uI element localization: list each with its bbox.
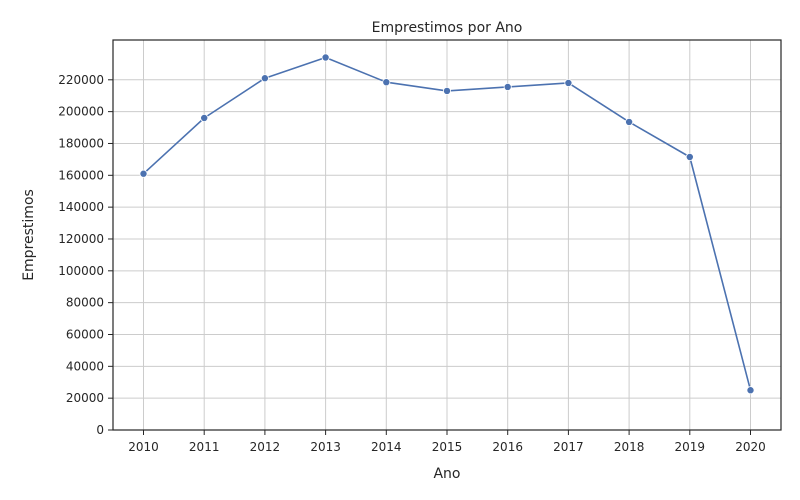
y-tick-label: 160000 <box>58 168 104 182</box>
y-tick-label: 120000 <box>58 232 104 246</box>
y-tick-label: 200000 <box>58 105 104 119</box>
data-point <box>139 169 148 178</box>
data-point <box>321 53 330 62</box>
x-tick-label: 2013 <box>310 440 341 454</box>
data-point <box>746 386 755 395</box>
data-point <box>503 82 512 91</box>
x-tick-label: 2010 <box>128 440 159 454</box>
x-tick-label: 2017 <box>553 440 584 454</box>
data-point <box>685 152 694 161</box>
y-tick-label: 100000 <box>58 264 104 278</box>
x-tick-label: 2020 <box>735 440 766 454</box>
x-tick-label: 2016 <box>492 440 523 454</box>
y-tick-label: 140000 <box>58 200 104 214</box>
x-tick-label: 2019 <box>675 440 706 454</box>
x-tick-label: 2011 <box>189 440 220 454</box>
data-point <box>625 117 634 126</box>
data-point <box>564 78 573 87</box>
series-layer <box>139 53 755 395</box>
y-tick-label: 40000 <box>66 359 104 373</box>
data-point <box>382 78 391 87</box>
data-point <box>442 86 451 95</box>
axis-layer: 2010 2011 2012 2013 2014 2015 2016 2017 2018 2019… <box>58 73 766 454</box>
plot-frame <box>112 39 782 431</box>
chart-title: Emprestimos por Ano <box>372 20 523 36</box>
y-tick-label: 80000 <box>66 296 104 310</box>
x-tick-label: 2018 <box>614 440 645 454</box>
x-tick-label: 2014 <box>371 440 402 454</box>
x-tick-label: 2012 <box>250 440 281 454</box>
data-point <box>260 74 269 83</box>
y-tick-label: 20000 <box>66 391 104 405</box>
y-tick-label: 220000 <box>58 73 104 87</box>
y-tick-label: 180000 <box>58 136 104 150</box>
x-axis-title: Ano <box>433 466 460 482</box>
x-tick-label: 2015 <box>432 440 463 454</box>
data-point <box>200 114 209 123</box>
y-tick-label: 0 <box>96 423 104 437</box>
y-tick-label: 60000 <box>66 327 104 341</box>
y-axis-title: Emprestimos <box>21 189 37 281</box>
grid-layer <box>113 40 781 431</box>
